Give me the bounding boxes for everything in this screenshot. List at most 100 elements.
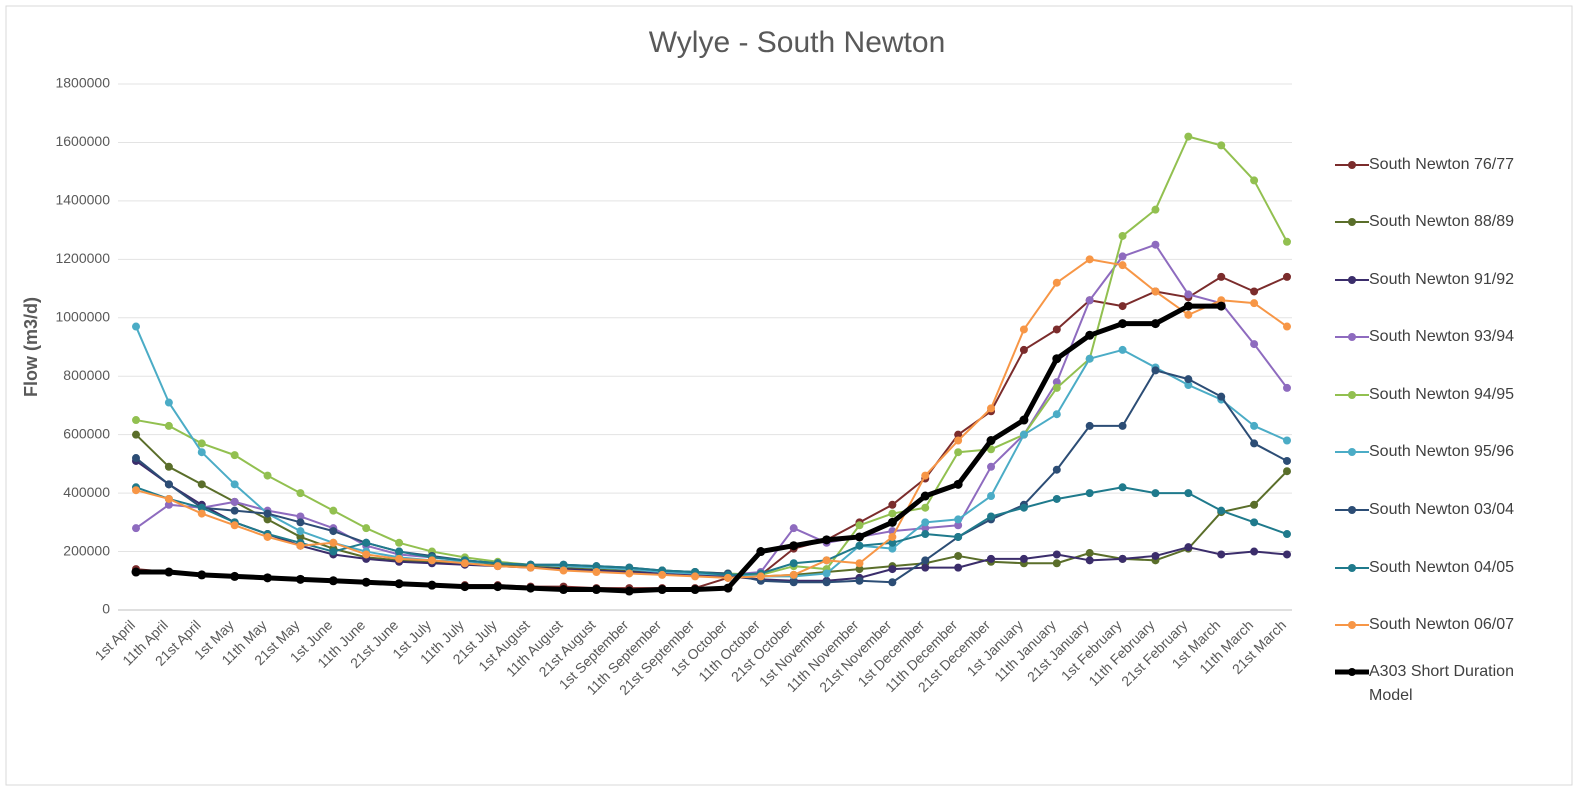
data-point bbox=[263, 532, 272, 541]
data-point bbox=[1250, 287, 1259, 296]
data-point bbox=[1184, 310, 1193, 319]
data-point bbox=[131, 567, 141, 577]
data-point bbox=[395, 538, 404, 547]
data-point bbox=[164, 500, 173, 509]
data-point bbox=[362, 524, 371, 533]
data-point bbox=[591, 585, 601, 595]
data-point bbox=[1085, 354, 1094, 363]
data-point bbox=[1283, 550, 1291, 559]
data-point bbox=[987, 512, 996, 521]
data-point bbox=[1151, 551, 1160, 560]
data-point bbox=[263, 573, 273, 583]
data-point bbox=[1151, 287, 1160, 296]
data-point bbox=[328, 576, 338, 586]
data-point bbox=[1118, 319, 1128, 329]
legend-entry: South Newton 95/96 bbox=[1335, 440, 1535, 464]
data-point bbox=[1150, 319, 1160, 329]
data-point bbox=[559, 566, 568, 575]
series-line bbox=[135, 433, 1288, 578]
data-point bbox=[1283, 237, 1291, 246]
data-point bbox=[624, 586, 634, 596]
legend-swatch bbox=[1335, 564, 1369, 572]
data-point bbox=[854, 532, 864, 542]
data-point bbox=[1019, 345, 1028, 354]
data-point bbox=[493, 582, 503, 592]
data-point bbox=[132, 454, 140, 463]
data-point bbox=[1151, 366, 1160, 375]
data-point bbox=[427, 580, 437, 590]
data-point bbox=[1085, 330, 1095, 340]
data-point bbox=[132, 416, 140, 425]
data-point bbox=[1052, 494, 1061, 503]
legend-label: South Newton 88/89 bbox=[1369, 213, 1514, 230]
data-point bbox=[954, 430, 963, 439]
data-point bbox=[296, 512, 305, 521]
data-point bbox=[1118, 345, 1127, 354]
data-point bbox=[362, 538, 371, 547]
data-point bbox=[295, 574, 305, 584]
y-tick-label: 0 bbox=[102, 601, 110, 617]
data-point bbox=[921, 556, 930, 565]
legend-label: South Newton 93/94 bbox=[1369, 328, 1514, 345]
data-point bbox=[395, 547, 404, 556]
data-point bbox=[1019, 325, 1028, 334]
data-point bbox=[1085, 421, 1094, 430]
data-point bbox=[1250, 421, 1259, 430]
legend-label: South Newton 06/07 bbox=[1369, 616, 1514, 633]
legend-label: A303 Short Duration Model bbox=[1369, 663, 1514, 704]
data-point bbox=[789, 570, 798, 579]
chart-border bbox=[5, 5, 1573, 786]
y-tick-label: 1000000 bbox=[55, 308, 110, 324]
data-point bbox=[954, 532, 963, 541]
data-point bbox=[723, 583, 733, 593]
legend-swatch bbox=[1335, 276, 1369, 284]
data-point bbox=[920, 491, 930, 501]
legend-entry: South Newton 03/04 bbox=[1335, 498, 1535, 522]
data-point bbox=[625, 563, 634, 572]
data-point bbox=[690, 585, 700, 595]
legend-label: South Newton 04/05 bbox=[1369, 559, 1514, 576]
data-point bbox=[888, 509, 897, 518]
data-point bbox=[526, 563, 535, 572]
data-point bbox=[132, 322, 140, 331]
data-point bbox=[197, 503, 206, 512]
y-tick-label: 200000 bbox=[63, 542, 110, 558]
data-point bbox=[1052, 378, 1061, 387]
data-point bbox=[230, 506, 239, 515]
data-point bbox=[888, 538, 897, 547]
legend-marker bbox=[1348, 391, 1356, 399]
data-point bbox=[493, 562, 502, 571]
data-point bbox=[361, 577, 371, 587]
data-point bbox=[1250, 547, 1259, 556]
chart-title: Wylye - South Newton bbox=[649, 26, 946, 59]
data-point bbox=[822, 569, 831, 578]
data-point bbox=[559, 585, 569, 595]
data-point bbox=[953, 479, 963, 489]
legend-swatch bbox=[1335, 218, 1369, 226]
data-point bbox=[1085, 489, 1094, 498]
data-point bbox=[657, 585, 667, 595]
data-point bbox=[888, 578, 897, 587]
data-point bbox=[888, 532, 897, 541]
data-point bbox=[1184, 290, 1193, 299]
legend-swatch bbox=[1335, 448, 1369, 456]
data-point bbox=[230, 497, 239, 506]
legend-entry: South Newton 93/94 bbox=[1335, 325, 1535, 349]
legend-entry: South Newton 94/95 bbox=[1335, 383, 1535, 407]
data-point bbox=[921, 524, 930, 533]
legend-label: South Newton 91/92 bbox=[1369, 271, 1514, 288]
legend-entry: South Newton 76/77 bbox=[1335, 153, 1535, 177]
data-point bbox=[1085, 549, 1094, 558]
data-point bbox=[921, 471, 930, 480]
series-line bbox=[135, 135, 1288, 576]
data-point bbox=[1052, 410, 1061, 419]
data-point bbox=[1118, 252, 1127, 261]
series-line bbox=[135, 486, 1288, 576]
y-tick-label: 1200000 bbox=[55, 250, 110, 266]
data-point bbox=[887, 517, 897, 527]
data-point bbox=[1118, 302, 1127, 311]
data-point bbox=[921, 518, 930, 527]
data-point bbox=[855, 565, 864, 574]
data-point bbox=[822, 535, 832, 545]
